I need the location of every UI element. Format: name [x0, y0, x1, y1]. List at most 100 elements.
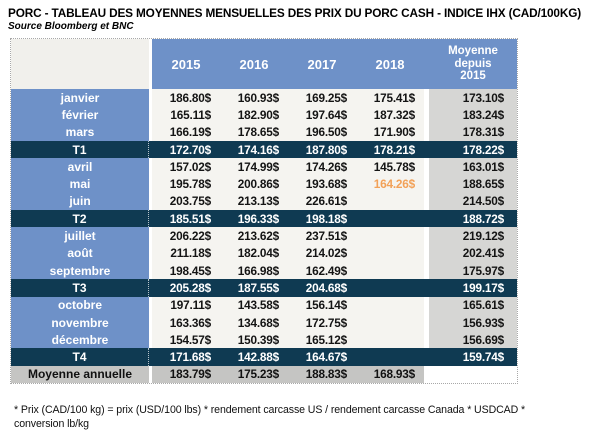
year-value-cell	[356, 261, 424, 280]
column-gap	[424, 140, 429, 159]
average-since-2015-cell: 165.61$	[429, 296, 517, 314]
year-value-cell: 213.62$	[220, 227, 288, 245]
row-label: septembre	[11, 261, 149, 280]
column-header-2015: 2015	[152, 39, 220, 89]
month-row: avril 157.02$ 174.99$ 174.26$ 145.78$ 163.01$	[11, 158, 517, 176]
row-label: décembre	[11, 331, 149, 349]
row-label: Moyenne annuelle	[11, 365, 149, 384]
column-gap	[424, 279, 429, 297]
year-value-cell: 171.90$	[356, 123, 424, 141]
year-value-cell	[356, 210, 424, 228]
row-label: T1	[11, 140, 149, 159]
year-value-cell: 168.93$	[356, 365, 424, 384]
month-row: mai 195.78$ 200.86$ 193.68$ 164.26$ 188.65$	[11, 175, 517, 193]
quarter-row: T4 171.68$ 142.88$ 164.67$ 159.74$	[11, 348, 517, 366]
year-value-cell	[356, 227, 424, 245]
year-value-cell: 197.64$	[288, 106, 356, 124]
average-since-2015-cell: 178.31$	[429, 123, 517, 141]
average-since-2015-cell: 188.65$	[429, 175, 517, 193]
year-value-cell: 186.80$	[152, 89, 220, 107]
year-value-cell: 174.26$	[288, 158, 356, 176]
year-value-cell	[356, 348, 424, 366]
month-row: décembre 154.57$ 150.39$ 165.12$ 156.69$	[11, 331, 517, 349]
year-value-cell: 211.18$	[152, 244, 220, 262]
average-since-2015-cell: 199.17$	[429, 279, 517, 297]
year-value-cell: 165.11$	[152, 106, 220, 124]
year-value-cell: 171.68$	[152, 348, 220, 366]
month-row: juin 203.75$ 213.13$ 226.61$ 214.50$	[11, 192, 517, 211]
table-body: janvier 186.80$ 160.93$ 169.25$ 175.41$ 173.1…	[11, 89, 517, 384]
average-since-2015-cell: 219.12$	[429, 227, 517, 245]
row-label: T2	[11, 210, 149, 228]
year-value-cell: 156.14$	[288, 296, 356, 314]
year-value-cell: 134.68$	[220, 313, 288, 332]
year-value-cell: 169.25$	[288, 89, 356, 107]
price-table: 2015 2016 2017 2018 Moyenne depuis 2015 …	[10, 38, 518, 385]
year-value-cell: 226.61$	[288, 192, 356, 211]
source-caption: Source Bloomberg et BNC	[8, 21, 134, 32]
year-value-cell: 154.57$	[152, 331, 220, 349]
year-value-cell: 142.88$	[220, 348, 288, 366]
year-value-cell: 164.67$	[288, 348, 356, 366]
average-since-2015-cell: 156.69$	[429, 331, 517, 349]
quarter-row: T3 205.28$ 187.55$ 204.68$ 199.17$	[11, 279, 517, 297]
average-since-2015-cell: 202.41$	[429, 244, 517, 262]
year-value-cell: 166.19$	[152, 123, 220, 141]
column-header-2016: 2016	[220, 39, 288, 89]
year-value-cell: 172.70$	[152, 140, 220, 159]
year-value-cell: 178.21$	[356, 140, 424, 159]
row-label: octobre	[11, 296, 149, 314]
year-value-cell: 206.22$	[152, 227, 220, 245]
month-row: novembre 163.36$ 134.68$ 172.75$ 156.93$	[11, 313, 517, 332]
year-value-cell: 188.83$	[288, 365, 356, 384]
year-value-cell: 160.93$	[220, 89, 288, 107]
year-value-cell: 150.39$	[220, 331, 288, 349]
column-gap	[149, 210, 152, 228]
year-value-cell: 182.90$	[220, 106, 288, 124]
average-since-2015-cell: 173.10$	[429, 89, 517, 107]
year-value-cell	[356, 296, 424, 314]
row-label: janvier	[11, 89, 149, 107]
row-label: juillet	[11, 227, 149, 245]
average-since-2015-cell: 159.74$	[429, 348, 517, 366]
year-value-cell: 143.58$	[220, 296, 288, 314]
average-since-2015-cell: 175.97$	[429, 261, 517, 280]
average-since-2015-cell	[429, 366, 517, 383]
year-value-cell: 198.18$	[288, 210, 356, 228]
year-value-cell	[356, 279, 424, 297]
year-value-cell: 174.16$	[220, 140, 288, 159]
year-value-cell: 214.02$	[288, 244, 356, 262]
average-since-2015-cell: 163.01$	[429, 158, 517, 176]
row-label: août	[11, 244, 149, 262]
year-value-cell: 195.78$	[152, 175, 220, 193]
year-value-cell	[356, 192, 424, 211]
row-label: mars	[11, 123, 149, 141]
year-value-cell: 145.78$	[356, 158, 424, 176]
year-value-cell: 187.32$	[356, 106, 424, 124]
year-value-cell: 213.13$	[220, 192, 288, 211]
year-value-cell: 198.45$	[152, 261, 220, 280]
year-value-cell	[356, 331, 424, 349]
row-label: T3	[11, 279, 149, 297]
year-value-cell: 197.11$	[152, 296, 220, 314]
year-value-cell: 185.51$	[152, 210, 220, 228]
year-value-cell: 157.02$	[152, 158, 220, 176]
year-value-cell: 162.49$	[288, 261, 356, 280]
table-header-row: 2015 2016 2017 2018 Moyenne depuis 2015	[11, 39, 517, 89]
average-since-2015-cell: 178.22$	[429, 140, 517, 159]
average-since-2015-cell: 156.93$	[429, 313, 517, 332]
year-value-cell: 193.68$	[288, 175, 356, 193]
row-label: février	[11, 106, 149, 124]
corner-cell	[11, 39, 149, 89]
month-row: janvier 186.80$ 160.93$ 169.25$ 175.41$ 173.1…	[11, 89, 517, 107]
year-value-cell: 204.68$	[288, 279, 356, 297]
year-value-cell	[356, 244, 424, 262]
year-value-cell: 200.86$	[220, 175, 288, 193]
page-title: PORC - TABLEAU DES MOYENNES MENSUELLES D…	[8, 6, 582, 20]
year-value-cell: 175.23$	[220, 365, 288, 384]
column-header-2017: 2017	[288, 39, 356, 89]
column-header-2018: 2018	[356, 39, 424, 89]
year-value-cell: 183.79$	[152, 365, 220, 384]
column-gap	[424, 39, 429, 89]
footnote: * Prix (CAD/100 kg) = prix (USD/100 lbs)…	[14, 404, 526, 430]
